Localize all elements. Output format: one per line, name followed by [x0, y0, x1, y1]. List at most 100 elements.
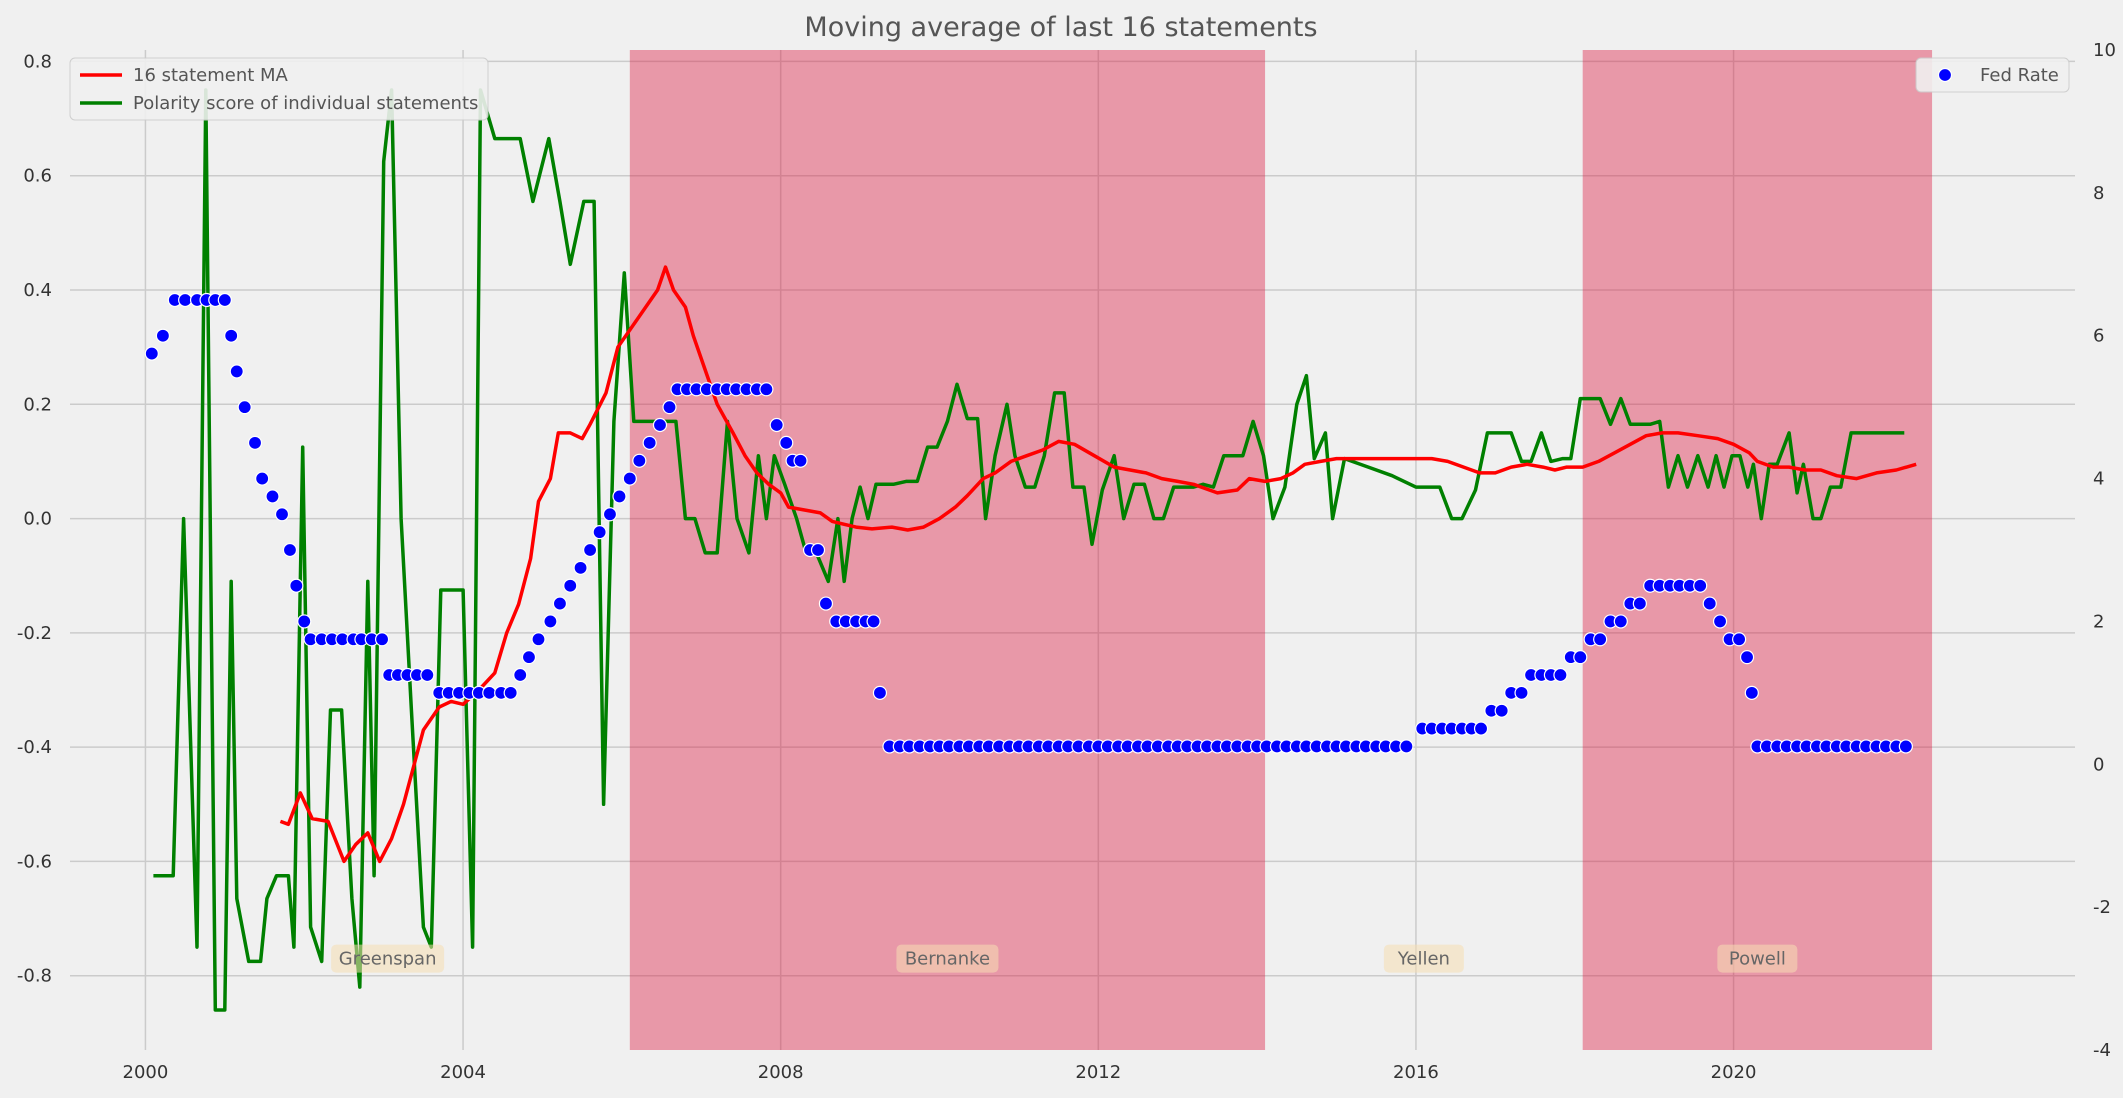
y-left-tick-label: 0.2 [23, 394, 52, 415]
ma-line [279, 265, 1917, 864]
x-tick-label: 2020 [1711, 1062, 1757, 1083]
fed-rate-point [1744, 685, 1759, 700]
fed-rate-point [602, 507, 618, 522]
legend-fed-swatch [1937, 67, 1953, 83]
fed-rate-point [866, 614, 881, 629]
fed-rate-point [1494, 703, 1509, 718]
fed-rate-point [1573, 650, 1588, 665]
shaded-region [629, 50, 1266, 1050]
fed-rate-point [282, 542, 298, 558]
fed-rate-point [543, 614, 558, 629]
x-tick-label: 2008 [758, 1062, 804, 1083]
axes: 2000 2004 2008 2012 2016 2020 0.8 0.6 0.4 0.2 0.0 -… [17, 40, 2116, 1083]
y-left-tick-label: 0.4 [23, 280, 52, 301]
y-left-tick-label: -0.8 [17, 966, 52, 987]
y-right-tick-label: 8 [2093, 183, 2104, 204]
fed-rate-point [289, 578, 304, 593]
legend-left: 16 statement MA Polarity score of indivi… [69, 57, 489, 121]
fed-rate-point [503, 685, 518, 700]
legend-polarity-label: Polarity score of individual statements [133, 93, 478, 114]
fed-rate-point [229, 364, 244, 379]
fed-rate-point [642, 435, 657, 450]
fed-rate-point [1632, 596, 1647, 611]
fed-rate-point [652, 417, 668, 433]
legend-right-box [1915, 57, 2070, 93]
fed-rate-point [622, 471, 637, 486]
chart-title: Moving average of last 16 statements [804, 12, 1317, 43]
x-tick-label: 2016 [1393, 1062, 1439, 1083]
fed-rate-point [552, 596, 568, 611]
fed-rate-point [810, 542, 826, 558]
y-right-tick-label: 0 [2093, 754, 2104, 775]
fed-rate-point [583, 542, 598, 558]
chair-label: Yellen [1397, 949, 1450, 970]
fed-rate-point [793, 453, 808, 468]
chair-labels: Greenspan Bernanke Yellen Powell [331, 944, 1798, 973]
y-left-tick-label: 0.6 [23, 166, 52, 187]
y-left-tick-label: -0.6 [17, 851, 52, 872]
y-right-tick-label: -2 [2093, 897, 2111, 918]
fed-rate-point [247, 435, 263, 450]
legend-fed-label: Fed Rate [1980, 65, 2059, 86]
fed-rate-point [374, 632, 390, 647]
fed-rate-point [255, 471, 270, 486]
chair-label-box [331, 944, 445, 973]
fed-rate-point [1693, 578, 1708, 593]
y-left-tick-label: -0.2 [17, 623, 52, 644]
polarity-line [153, 88, 1905, 1012]
fed-rate-point [297, 614, 312, 629]
fed-rate-point [779, 435, 794, 450]
y-right-tick-label: 6 [2093, 326, 2104, 347]
fed-rate-point [573, 560, 588, 575]
chair-label-box [896, 944, 999, 973]
fed-rate-point [155, 328, 171, 343]
chair-label: Bernanke [905, 949, 990, 970]
fed-rate-point [274, 507, 290, 522]
chair-label: Greenspan [339, 949, 437, 970]
fed-rate-point [178, 292, 193, 308]
y-left-tick-label: -0.4 [17, 737, 52, 758]
fed-rate-point [662, 400, 677, 415]
fed-rate-point [1702, 596, 1717, 611]
fed-rate-points [144, 292, 1913, 754]
y-left-tick-label: 0.8 [23, 51, 52, 72]
fed-rate-point [759, 382, 774, 397]
series-lines [153, 88, 1917, 1012]
fed-rate-point [1712, 614, 1728, 629]
shaded-regions [629, 50, 1933, 1050]
fed-rate-point [769, 417, 784, 433]
fed-rate-point [513, 667, 528, 683]
fed-rate-point [1399, 739, 1414, 754]
y-right-tick-label: 4 [2093, 469, 2104, 490]
legend-right: Fed Rate [1915, 57, 2070, 93]
chair-label-box [1383, 944, 1464, 973]
chair-label: Powell [1729, 949, 1786, 970]
y-right-tick-label: 2 [2093, 611, 2104, 632]
fed-rate-point [531, 632, 546, 647]
fed-rate-point [1739, 650, 1755, 665]
fed-rate-point [224, 328, 239, 343]
fed-rate-point [265, 489, 280, 504]
fed-rate-point [612, 489, 627, 504]
shaded-region [1582, 50, 1933, 1050]
fed-rate-point [1473, 721, 1489, 736]
y-right-tick-label: 10 [2093, 40, 2116, 61]
x-tick-label: 2004 [440, 1062, 486, 1083]
fed-rate-point [818, 596, 834, 611]
fed-rate-point [1553, 667, 1568, 683]
chair-label-box [1717, 944, 1798, 973]
fed-rate-point [420, 667, 435, 683]
fed-rate-point [1593, 632, 1608, 647]
fed-rate-point [1732, 632, 1747, 647]
grid [70, 50, 2075, 1050]
x-tick-label: 2000 [123, 1062, 169, 1083]
legend-ma-label: 16 statement MA [133, 65, 289, 86]
fed-rate-point [1514, 685, 1529, 700]
fed-rate-point [521, 650, 537, 665]
fed-rate-point [144, 346, 159, 361]
fed-rate-point [563, 578, 578, 593]
y-right-tick-label: -4 [2093, 1040, 2111, 1061]
fed-rate-point [217, 292, 232, 308]
